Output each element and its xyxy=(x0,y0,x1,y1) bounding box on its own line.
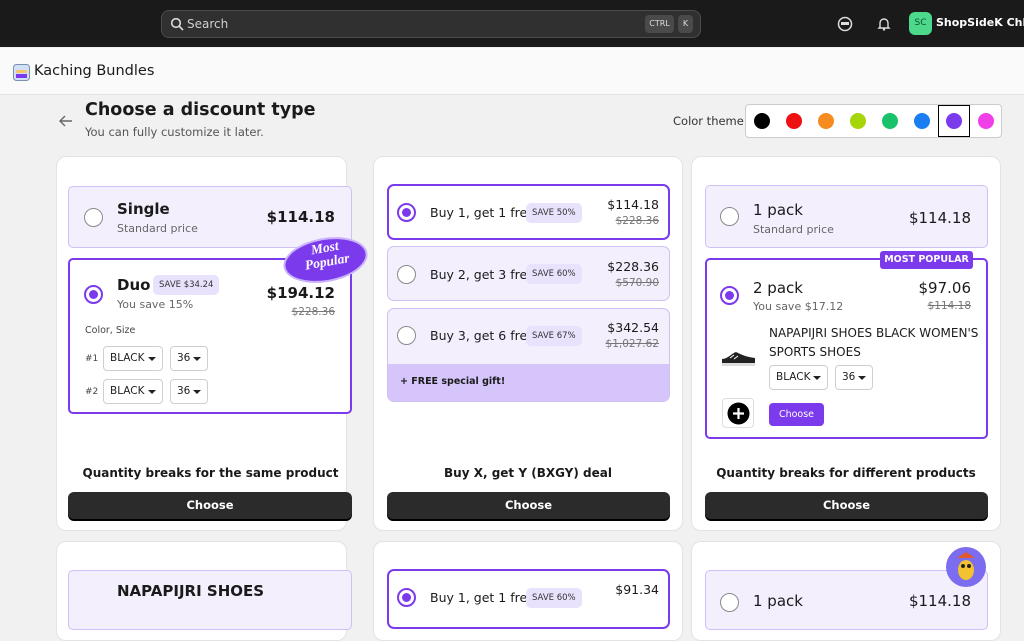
option-price: $114.18 xyxy=(908,592,971,610)
size-select[interactable]: 36 xyxy=(170,346,208,371)
color-swatch[interactable] xyxy=(850,113,866,129)
gift-text: + FREE special gift! xyxy=(400,376,506,387)
size-select[interactable]: 36 xyxy=(170,379,208,404)
option-price: $342.54 xyxy=(607,320,659,335)
choose-button[interactable]: Choose xyxy=(68,492,352,519)
option-subtitle: Standard price xyxy=(117,222,198,235)
color-select[interactable]: BLACK xyxy=(103,346,163,371)
radio[interactable] xyxy=(397,265,416,284)
search-icon xyxy=(170,17,184,31)
color-swatch[interactable] xyxy=(754,113,770,129)
shortcut-key: K xyxy=(678,15,693,33)
option-title: 1 pack xyxy=(753,201,803,219)
color-select[interactable]: BLACK xyxy=(769,365,828,390)
bundle-option[interactable] xyxy=(68,570,352,630)
radio-selected[interactable] xyxy=(84,285,103,304)
gift-strip xyxy=(388,364,669,401)
option-price: $114.18 xyxy=(266,208,335,226)
option-price: $114.18 xyxy=(607,197,659,212)
app-icon xyxy=(13,64,30,81)
color-theme-picker xyxy=(745,104,1002,138)
option-title: Buy 2, get 3 free xyxy=(430,267,535,282)
compare-price: $1,027.62 xyxy=(605,338,659,350)
page-subtitle: You can fully customize it later. xyxy=(85,125,264,139)
radio-selected[interactable] xyxy=(397,203,416,222)
radio[interactable] xyxy=(397,326,416,345)
compare-price: $114.18 xyxy=(927,300,971,312)
color-select[interactable]: BLACK xyxy=(103,379,163,404)
option-title: Single xyxy=(117,200,170,218)
size-select[interactable]: 36 xyxy=(835,365,873,390)
option-title: NAPAPIJRI SHOES xyxy=(117,582,265,600)
option-subtitle: You save 15% xyxy=(117,298,194,311)
save-badge: SAVE $34.24 xyxy=(153,275,220,295)
product-title: NAPAPIJRI SHOES BLACK WOMEN'S SPORTS SHO… xyxy=(769,326,979,359)
extension-icon[interactable] xyxy=(837,16,853,32)
choose-button[interactable]: Choose xyxy=(705,492,988,519)
color-swatch[interactable] xyxy=(978,113,994,129)
store-name[interactable]: ShopSideK Chloe xyxy=(936,16,1024,29)
notification-icon[interactable] xyxy=(876,16,892,32)
app-header: Kaching Bundles xyxy=(0,48,1024,95)
option-price: $228.36 xyxy=(607,259,659,274)
radio-selected[interactable] xyxy=(720,286,739,305)
save-badge: SAVE 50% xyxy=(526,203,582,223)
bundle-option[interactable] xyxy=(387,308,670,402)
radio[interactable] xyxy=(84,208,103,227)
radio[interactable] xyxy=(720,207,739,226)
search-placeholder: Search xyxy=(187,17,229,31)
choose-button[interactable]: Choose xyxy=(387,492,670,519)
shortcut-key: CTRL xyxy=(645,15,674,33)
radio[interactable] xyxy=(720,593,739,612)
save-badge: SAVE 60% xyxy=(526,264,582,284)
bundle-option[interactable] xyxy=(68,186,352,248)
option-price: $91.34 xyxy=(615,582,659,597)
top-bar: Search CTRL K SC ShopSideK Chloe xyxy=(0,0,1024,47)
card-label: Quantity breaks for different products xyxy=(716,466,976,480)
option-price: $114.18 xyxy=(908,209,971,227)
search-box[interactable]: Search xyxy=(161,10,701,38)
compare-price: $570.90 xyxy=(615,277,659,289)
back-button[interactable] xyxy=(58,114,74,128)
option-title: Buy 1, get 1 free xyxy=(430,205,535,220)
option-title: Buy 1, get 1 free xyxy=(430,590,535,605)
choose-product-button[interactable]: Choose xyxy=(769,403,824,426)
compare-price: $228.36 xyxy=(615,215,659,227)
radio-selected[interactable] xyxy=(397,588,416,607)
most-popular-tag: MOST POPULAR xyxy=(880,251,973,269)
option-title: 2 pack xyxy=(753,279,803,297)
selected-swatch-frame xyxy=(938,105,970,137)
compare-price: $228.36 xyxy=(291,306,335,318)
card-label: Buy X, get Y (BXGY) deal xyxy=(444,466,612,480)
app-name: Kaching Bundles xyxy=(34,63,155,79)
card-label: Quantity breaks for the same product xyxy=(82,466,339,480)
option-title: Duo xyxy=(117,276,151,294)
variant-index: #2 xyxy=(85,387,99,397)
color-swatch[interactable] xyxy=(882,113,898,129)
bundle-option[interactable] xyxy=(705,185,988,248)
color-swatch[interactable] xyxy=(818,113,834,129)
color-theme-label: Color theme xyxy=(673,114,744,128)
chat-launcher[interactable] xyxy=(945,546,987,588)
avatar[interactable]: SC xyxy=(909,12,932,35)
color-swatch[interactable] xyxy=(946,113,962,129)
variants-label: Color, Size xyxy=(85,325,136,336)
save-badge: SAVE 67% xyxy=(526,326,582,346)
option-price: $194.12 xyxy=(266,284,335,302)
plus-icon xyxy=(727,402,750,425)
variant-index: #1 xyxy=(85,354,99,364)
option-subtitle: Standard price xyxy=(753,223,834,236)
save-badge: SAVE 60% xyxy=(526,588,582,608)
option-subtitle: You save $17.12 xyxy=(753,300,844,313)
add-product[interactable] xyxy=(722,398,754,428)
page-title: Choose a discount type xyxy=(85,100,316,120)
option-title: Buy 3, get 6 free xyxy=(430,328,535,343)
color-swatch[interactable] xyxy=(914,113,930,129)
color-swatch[interactable] xyxy=(786,113,802,129)
option-title: 1 pack xyxy=(753,592,803,610)
option-price: $97.06 xyxy=(918,279,972,297)
product-image xyxy=(722,352,755,366)
